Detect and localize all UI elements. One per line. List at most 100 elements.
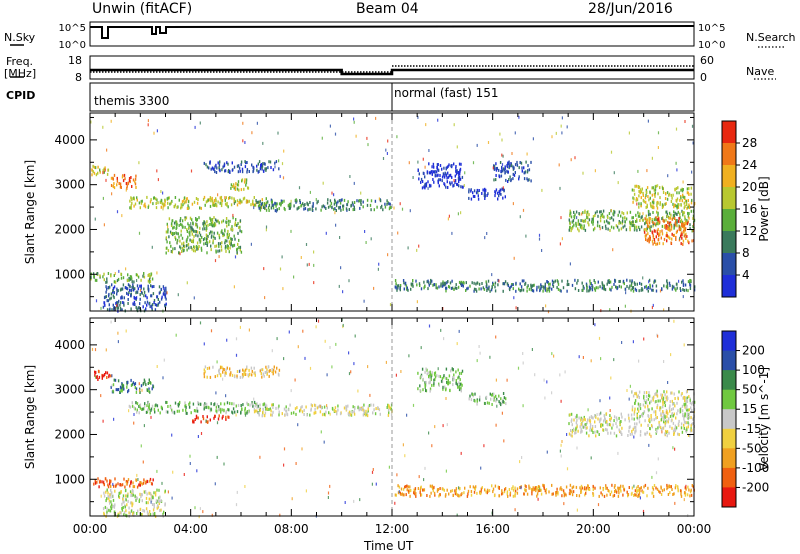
- data-point: [535, 486, 538, 490]
- data-point: [144, 490, 147, 493]
- data-point: [662, 415, 665, 418]
- data-point: [683, 201, 685, 205]
- data-point: [156, 271, 158, 275]
- data-point: [217, 200, 219, 204]
- data-point: [579, 225, 582, 229]
- data-point: [109, 493, 111, 497]
- data-point: [140, 481, 142, 485]
- data-point: [673, 412, 675, 416]
- data-point: [245, 183, 247, 187]
- data-point: [275, 209, 278, 213]
- data-point: [648, 394, 651, 398]
- data-point: [580, 219, 582, 223]
- data-point: [116, 289, 118, 293]
- data-point: [205, 405, 207, 409]
- data-point: [103, 167, 105, 171]
- data-point: [580, 418, 582, 422]
- data-point: [611, 285, 613, 289]
- data-point: [442, 387, 444, 391]
- data-point: [440, 328, 442, 332]
- data-point: [673, 205, 675, 209]
- data-point: [211, 166, 214, 170]
- data-point: [241, 167, 244, 171]
- data-point: [153, 285, 155, 288]
- data-point: [353, 412, 356, 416]
- data-point: [178, 409, 180, 413]
- data-point: [606, 420, 608, 424]
- data-point: [179, 239, 181, 243]
- data-point: [339, 412, 342, 416]
- data-point: [661, 416, 663, 419]
- data-point: [564, 370, 566, 374]
- data-point: [687, 289, 689, 293]
- data-point: [635, 213, 637, 217]
- data-point: [642, 194, 644, 197]
- data-point: [116, 306, 118, 310]
- data-point: [635, 392, 638, 396]
- data-point: [609, 396, 611, 400]
- data-point: [178, 251, 180, 255]
- data-point: [492, 397, 495, 401]
- data-point: [588, 223, 590, 227]
- data-point: [667, 228, 670, 232]
- data-point: [645, 394, 648, 398]
- data-point: [166, 240, 168, 244]
- data-point: [180, 233, 182, 237]
- data-point: [109, 285, 111, 289]
- data-point: [448, 374, 451, 378]
- data-point: [679, 287, 681, 290]
- data-point: [595, 415, 597, 419]
- data-point: [514, 489, 517, 493]
- data-point: [656, 206, 659, 210]
- data-point: [598, 494, 600, 498]
- data-point: [468, 397, 470, 401]
- data-point: [606, 219, 608, 223]
- data-point: [409, 485, 411, 489]
- data-point: [455, 490, 457, 494]
- data-point: [689, 227, 691, 231]
- data-point: [616, 286, 618, 289]
- data-point: [253, 410, 256, 414]
- data-point: [366, 203, 369, 207]
- beam-title: Beam 04: [356, 1, 419, 17]
- data-point: [114, 272, 116, 275]
- data-point: [454, 492, 457, 496]
- data-point: [645, 391, 648, 395]
- data-point: [494, 281, 497, 285]
- data-point: [650, 424, 653, 427]
- data-point: [649, 401, 651, 405]
- data-point: [435, 283, 437, 287]
- data-point: [609, 414, 611, 418]
- data-point: [120, 296, 122, 300]
- data-point: [325, 207, 327, 210]
- data-point: [214, 244, 216, 248]
- data-point: [157, 303, 159, 307]
- data-point: [262, 372, 264, 376]
- data-point: [221, 220, 223, 224]
- data-point: [557, 491, 559, 495]
- data-point: [149, 305, 151, 309]
- data-point: [673, 285, 675, 289]
- data-point: [669, 236, 671, 240]
- data-point: [229, 401, 231, 405]
- data-point: [662, 397, 664, 401]
- data-point: [277, 406, 280, 410]
- data-point: [423, 286, 425, 290]
- data-point: [92, 170, 94, 174]
- data-point: [645, 401, 648, 405]
- data-point: [141, 291, 143, 295]
- data-point: [220, 374, 222, 378]
- data-point: [693, 288, 696, 292]
- data-point: [261, 164, 264, 168]
- data-point: [347, 200, 349, 204]
- data-point: [686, 412, 688, 416]
- data-point: [683, 230, 685, 234]
- data-point: [149, 275, 151, 279]
- data-point: [630, 413, 633, 417]
- data-point: [291, 497, 293, 501]
- data-point: [679, 198, 681, 202]
- data-point: [685, 200, 688, 203]
- data-point: [221, 365, 223, 369]
- data-point: [433, 485, 435, 489]
- data-point: [112, 498, 115, 502]
